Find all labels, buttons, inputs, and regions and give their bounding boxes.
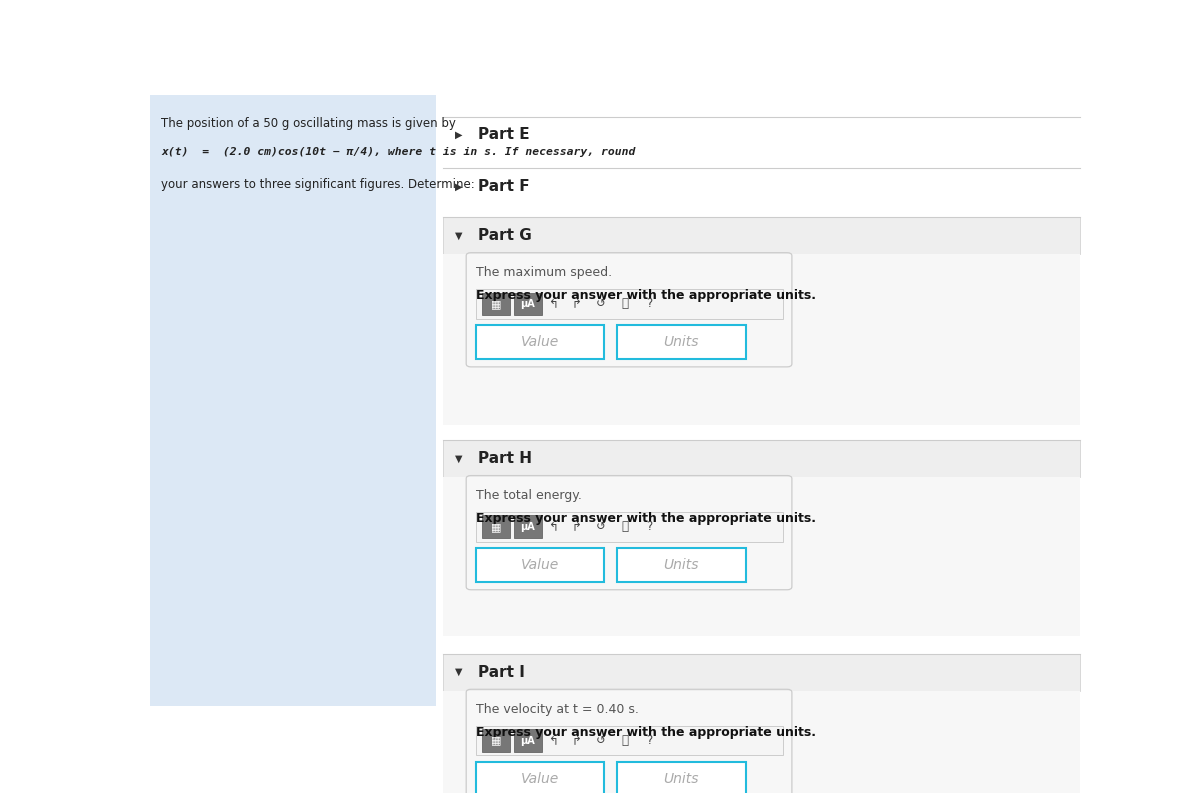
Bar xyxy=(443,117,1080,153)
Bar xyxy=(443,168,1080,205)
Text: Units: Units xyxy=(664,558,698,572)
Text: Part I: Part I xyxy=(479,665,526,680)
Bar xyxy=(443,440,1080,477)
Text: Express your answer with the appropriate units.: Express your answer with the appropriate… xyxy=(475,726,816,739)
Text: ?: ? xyxy=(647,297,653,311)
Text: Units: Units xyxy=(664,335,698,349)
Text: Units: Units xyxy=(664,772,698,786)
Bar xyxy=(443,254,1080,425)
Bar xyxy=(475,289,782,319)
Text: ?: ? xyxy=(647,734,653,747)
Text: Value: Value xyxy=(521,335,559,349)
Text: μA: μA xyxy=(521,736,535,745)
Text: ↱: ↱ xyxy=(572,520,582,534)
Text: μA: μA xyxy=(521,522,535,532)
Text: ▶: ▶ xyxy=(455,130,462,140)
Bar xyxy=(443,477,1080,635)
Bar xyxy=(475,512,782,542)
Bar xyxy=(443,217,1080,254)
Bar xyxy=(514,729,541,752)
Text: ▼: ▼ xyxy=(455,667,462,677)
Text: ↰: ↰ xyxy=(547,734,558,747)
Bar xyxy=(514,293,541,316)
Text: ▦: ▦ xyxy=(491,736,502,745)
Text: The total energy.: The total energy. xyxy=(475,489,581,502)
Bar xyxy=(514,515,541,538)
Bar xyxy=(482,293,510,316)
Text: ▦: ▦ xyxy=(491,299,502,309)
Bar xyxy=(475,325,605,359)
Text: Value: Value xyxy=(521,558,559,572)
Text: ↺: ↺ xyxy=(596,297,606,311)
Text: ↰: ↰ xyxy=(547,520,558,534)
Text: ⬜: ⬜ xyxy=(622,520,629,534)
Text: The maximum speed.: The maximum speed. xyxy=(475,266,612,279)
Text: Part H: Part H xyxy=(479,451,533,466)
Text: ⬜: ⬜ xyxy=(622,734,629,747)
Bar xyxy=(475,548,605,582)
Text: Express your answer with the appropriate units.: Express your answer with the appropriate… xyxy=(475,512,816,525)
Text: your answers to three significant figures. Determine:: your answers to three significant figure… xyxy=(161,178,475,190)
Text: ↰: ↰ xyxy=(547,297,558,311)
Bar xyxy=(475,726,782,755)
Text: Part E: Part E xyxy=(479,128,530,143)
Bar xyxy=(617,548,745,582)
Text: ?: ? xyxy=(647,520,653,534)
Text: The velocity at t = 0.40 s.: The velocity at t = 0.40 s. xyxy=(475,703,638,716)
Text: ▼: ▼ xyxy=(455,454,462,463)
Text: Part G: Part G xyxy=(479,228,532,243)
Text: The position of a 50 g oscillating mass is given by: The position of a 50 g oscillating mass … xyxy=(161,117,456,129)
Bar xyxy=(150,95,437,706)
Text: ▦: ▦ xyxy=(491,522,502,532)
Bar xyxy=(617,325,745,359)
Text: Part F: Part F xyxy=(479,179,530,194)
Text: ↱: ↱ xyxy=(572,734,582,747)
Text: ▼: ▼ xyxy=(455,231,462,240)
Text: ↺: ↺ xyxy=(596,734,606,747)
Bar xyxy=(482,729,510,752)
Text: Express your answer with the appropriate units.: Express your answer with the appropriate… xyxy=(475,289,816,302)
Bar xyxy=(443,654,1080,691)
Text: ▶: ▶ xyxy=(455,182,462,192)
Text: ↱: ↱ xyxy=(572,297,582,311)
Text: μA: μA xyxy=(521,299,535,309)
Text: Value: Value xyxy=(521,772,559,786)
Bar xyxy=(475,762,605,793)
Text: x(t)  =  (2.0 cm)cos(10t − π/4), where t is in s. If necessary, round: x(t) = (2.0 cm)cos(10t − π/4), where t i… xyxy=(161,147,636,157)
Bar xyxy=(617,762,745,793)
Text: ⬜: ⬜ xyxy=(622,297,629,311)
Bar xyxy=(443,691,1080,793)
Text: ↺: ↺ xyxy=(596,520,606,534)
Bar xyxy=(482,515,510,538)
